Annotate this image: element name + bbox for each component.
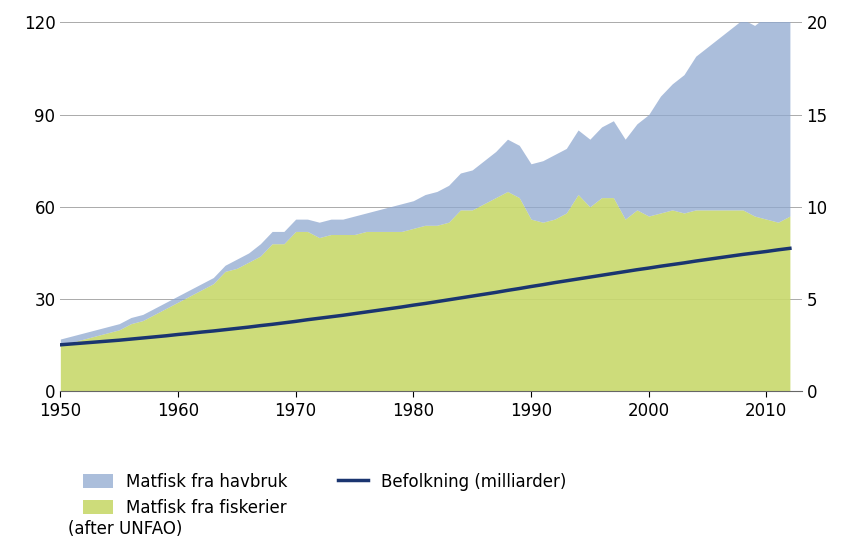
Text: (after UNFAO): (after UNFAO) [68,520,182,538]
Legend: Matfisk fra havbruk, Matfisk fra fiskerier, Befolkning (milliarder): Matfisk fra havbruk, Matfisk fra fiskeri… [76,466,573,524]
